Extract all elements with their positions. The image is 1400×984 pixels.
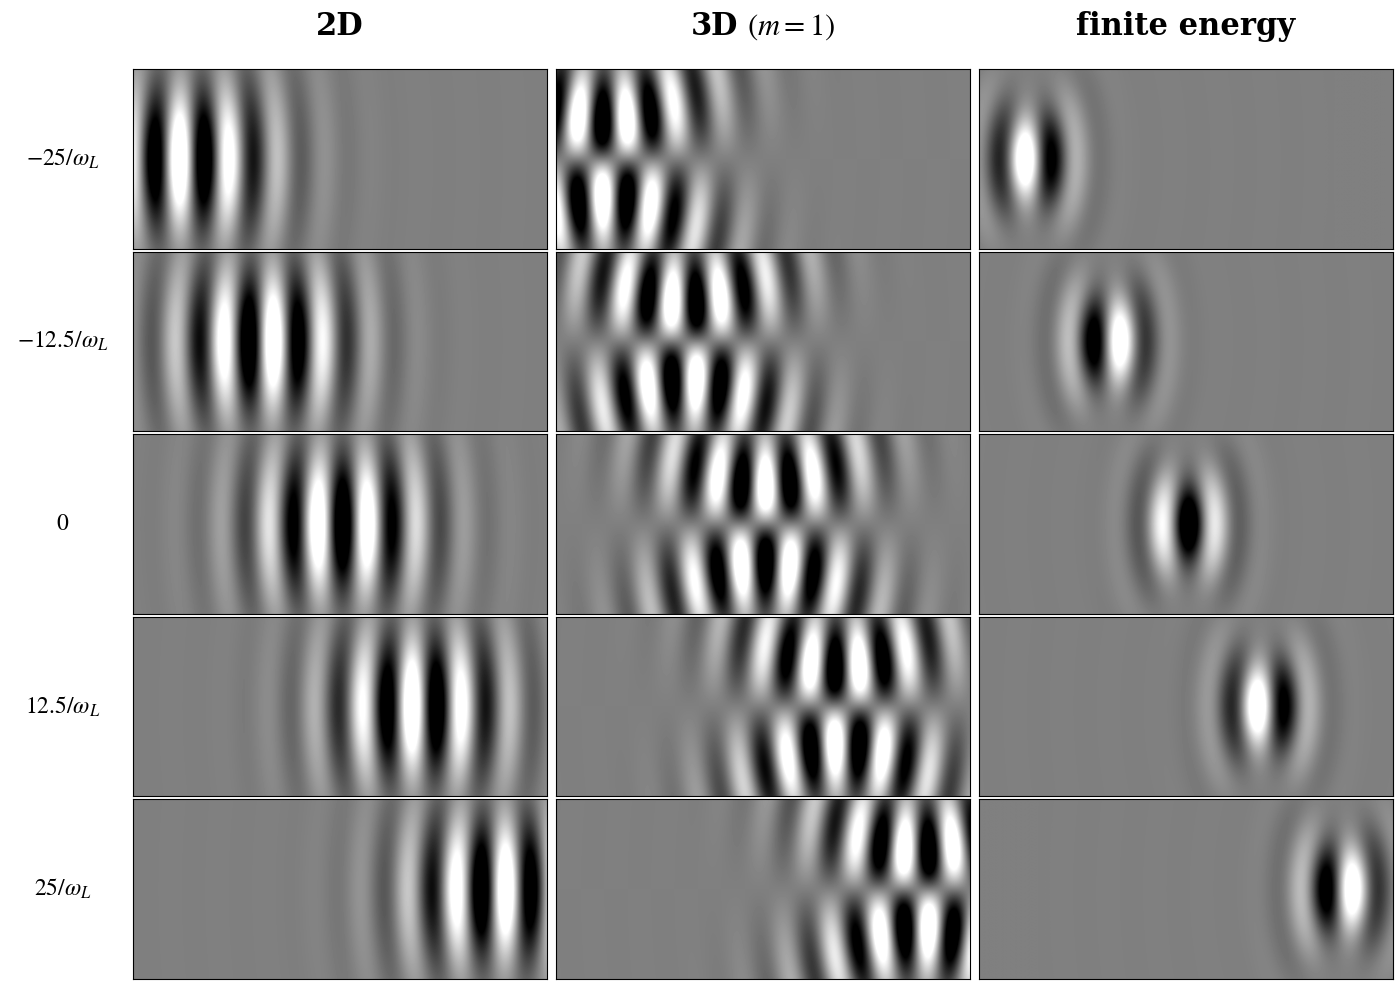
Text: $-12.5/\omega_L$: $-12.5/\omega_L$	[17, 330, 108, 353]
Text: $25/\omega_L$: $25/\omega_L$	[34, 877, 91, 901]
Text: finite energy: finite energy	[1077, 11, 1295, 41]
Text: $12.5/\omega_L$: $12.5/\omega_L$	[25, 695, 101, 718]
Text: $0$: $0$	[56, 513, 69, 535]
Text: 3D $(m = 1)$: 3D $(m = 1)$	[690, 10, 836, 42]
Text: 2D: 2D	[316, 11, 364, 41]
Text: $-25/\omega_L$: $-25/\omega_L$	[25, 147, 99, 171]
